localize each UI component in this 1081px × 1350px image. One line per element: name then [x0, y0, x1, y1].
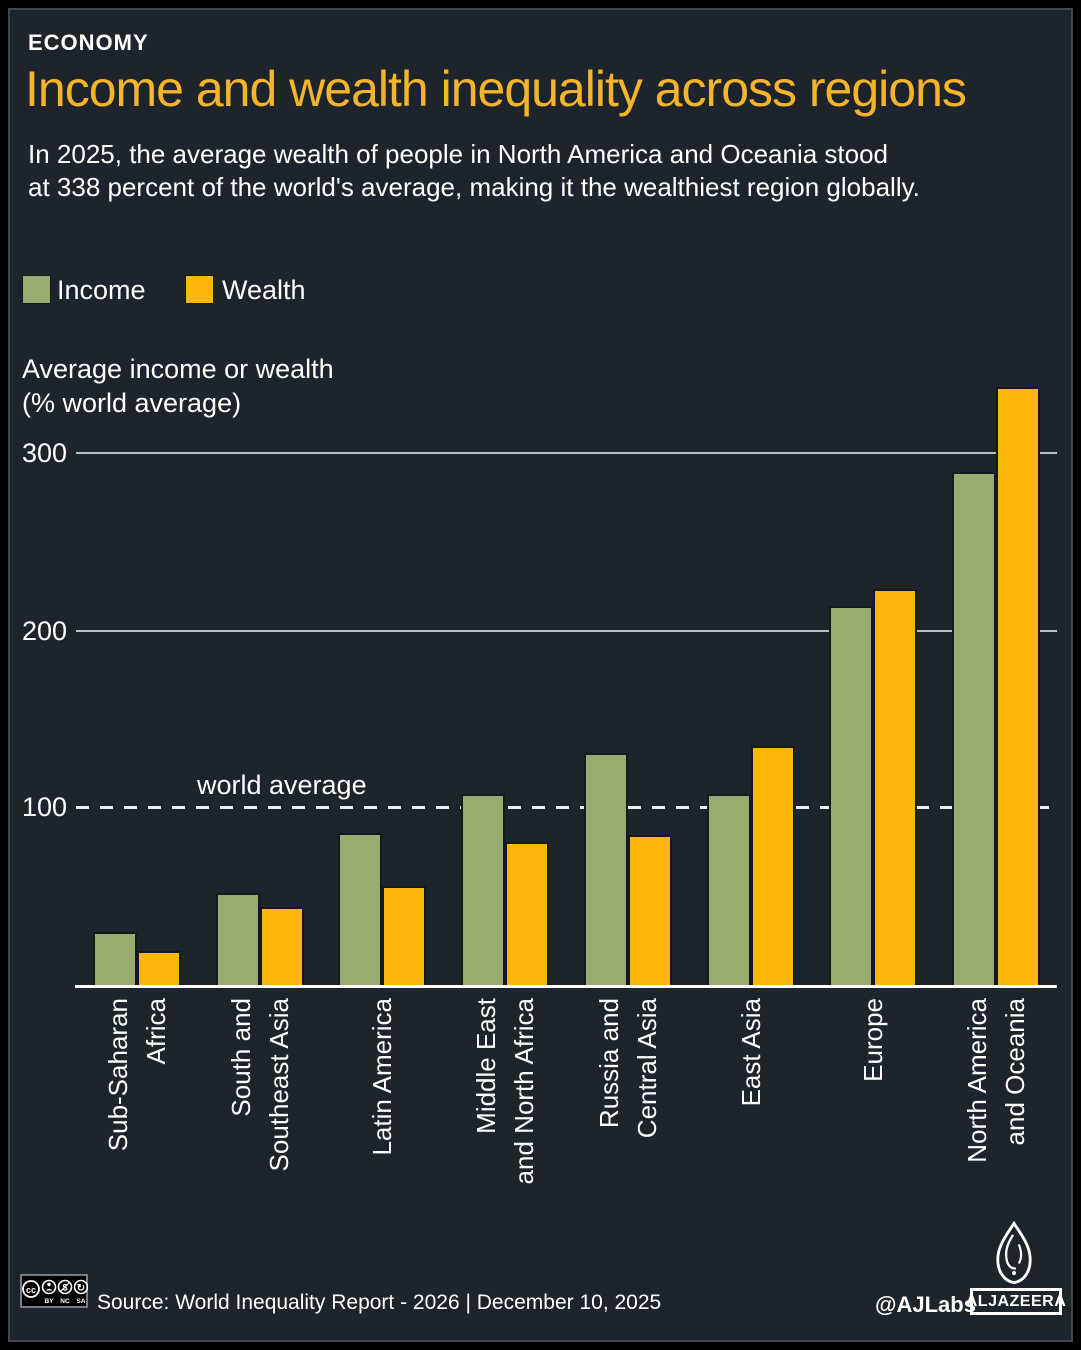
legend-label-income: Income — [57, 275, 146, 305]
bar-wealth-0 — [137, 951, 181, 985]
gridline-300 — [76, 452, 1057, 454]
subtitle-line-1: In 2025, the average wealth of people in… — [28, 139, 889, 169]
subtitle: In 2025, the average wealth of people in… — [28, 138, 920, 204]
y-axis-title-line-1: Average income or wealth — [22, 354, 334, 384]
category-label-line: Europe — [858, 998, 888, 1082]
svg-text:cc: cc — [26, 1285, 36, 1295]
nc-dollar-icon: $ — [57, 1279, 73, 1295]
bar-income-2 — [338, 833, 382, 985]
cc-icon — [22, 1280, 40, 1298]
sa-arrow-icon: ↻ — [73, 1279, 88, 1295]
bar-wealth-5 — [751, 746, 795, 985]
category-label-line: Sub-Saharan — [103, 998, 133, 1152]
legend-swatch-wealth — [185, 275, 214, 304]
y-axis-title-line-2: (% world average) — [22, 388, 242, 418]
license-sa-label: SA — [76, 1298, 85, 1305]
gridline-200 — [76, 630, 1057, 632]
bar-wealth-1 — [260, 907, 304, 985]
category-label-line: East Asia — [736, 998, 766, 1107]
category-label-7: North America and Oceania — [962, 998, 1030, 1163]
bar-income-6 — [829, 606, 873, 985]
category-label-1: South and Southeast Asia — [226, 998, 294, 1171]
bar-income-0 — [93, 932, 137, 985]
aljazeera-flame-icon — [996, 1221, 1032, 1285]
y-tick-100: 100 — [22, 792, 68, 822]
category-label-2: Latin America — [367, 998, 397, 1156]
category-label-5: East Asia — [736, 998, 766, 1106]
category-label-line: Southeast Asia — [264, 998, 294, 1172]
aljazeera-logo-text: ALJAZEERA — [965, 1292, 1067, 1310]
category-label-line: Africa — [141, 998, 171, 1065]
world-average-dashed-line — [76, 806, 1057, 809]
bar-wealth-7 — [996, 387, 1040, 985]
page-title: Income and wealth inequality across regi… — [25, 61, 967, 117]
by-person-icon — [41, 1279, 57, 1295]
category-label-line: Latin America — [367, 998, 397, 1156]
bar-income-4 — [584, 753, 628, 985]
category-label-3: Middle East and North Africa — [471, 998, 539, 1184]
subtitle-line-2: at 338 percent of the world's average, m… — [28, 172, 920, 202]
bar-wealth-4 — [628, 835, 672, 985]
y-tick-300: 300 — [22, 438, 68, 468]
bar-wealth-2 — [382, 886, 426, 985]
license-by-label: BY — [44, 1298, 54, 1305]
category-label-line: South and — [226, 998, 256, 1117]
aljazeera-logo: ALJAZEERA — [966, 1288, 1066, 1315]
category-label-6: Europe — [858, 998, 888, 1082]
category-label-line: and North Africa — [509, 998, 539, 1185]
bar-wealth-3 — [505, 842, 549, 985]
bar-income-7 — [952, 472, 996, 985]
bar-income-5 — [707, 794, 751, 985]
license-nc-label: NC — [60, 1298, 70, 1305]
legend-label-wealth: Wealth — [222, 275, 306, 305]
cc-license-badge: cc $ ↻ BY NC SA — [20, 1274, 88, 1308]
category-label-0: Sub-Saharan Africa — [103, 998, 171, 1151]
category-label-line: Russia and — [594, 998, 624, 1129]
category-label-line: Central Asia — [632, 998, 662, 1139]
bar-income-3 — [461, 794, 505, 985]
category-label-4: Russia and Central Asia — [594, 998, 662, 1138]
category-label-line: North America — [962, 998, 992, 1163]
kicker: ECONOMY — [28, 30, 149, 55]
ajlabs-credit: @AJLabs — [875, 1292, 976, 1317]
y-axis-title: Average income or wealth (% world averag… — [22, 352, 334, 420]
svg-text:↻: ↻ — [77, 1283, 85, 1294]
y-tick-200: 200 — [22, 616, 68, 646]
source-text: Source: World Inequality Report - 2026 |… — [97, 1291, 662, 1314]
category-label-line: and Oceania — [1000, 998, 1030, 1146]
bar-income-1 — [216, 893, 260, 985]
category-label-line: Middle East — [471, 998, 501, 1134]
legend-swatch-income — [22, 275, 51, 304]
x-axis-line — [75, 985, 1057, 988]
world-average-label: world average — [197, 770, 367, 800]
bar-wealth-6 — [873, 589, 917, 985]
